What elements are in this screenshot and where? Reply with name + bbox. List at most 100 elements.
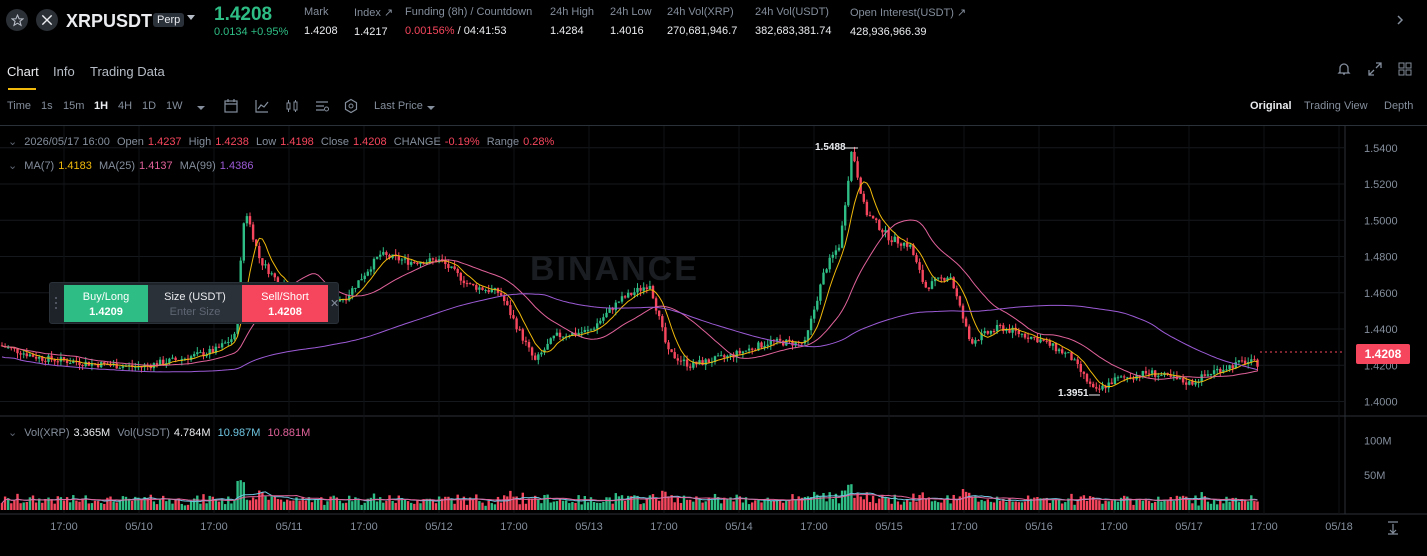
volume-bar xyxy=(788,500,791,510)
layout-grid-icon[interactable] xyxy=(1397,61,1413,77)
volume-bar xyxy=(754,500,757,510)
volume-bar xyxy=(199,503,202,510)
candle-body xyxy=(726,355,729,358)
candle-body xyxy=(828,257,831,270)
interval-1w[interactable]: 1W xyxy=(166,100,183,112)
volume-bar xyxy=(323,504,326,510)
volume-bar xyxy=(146,498,149,510)
interval-4h[interactable]: 4H xyxy=(118,100,133,112)
interval-1s[interactable]: 1s xyxy=(41,100,53,112)
calendar-icon[interactable] xyxy=(223,98,239,114)
candle-body xyxy=(1033,336,1036,338)
volume-bar xyxy=(320,497,323,510)
active-tab-indicator xyxy=(8,88,36,90)
price-type-dropdown-icon[interactable] xyxy=(426,101,442,117)
volume-bar xyxy=(1135,499,1138,510)
candle-body xyxy=(1222,369,1225,373)
volume-bar xyxy=(630,496,633,510)
tab-chart[interactable]: Chart xyxy=(7,64,39,79)
candle-body xyxy=(661,316,664,328)
view-original[interactable]: Original xyxy=(1250,100,1292,112)
price-tick-label: 1.5000 xyxy=(1364,215,1398,227)
volume-bar xyxy=(813,491,816,510)
volume-bar xyxy=(555,501,559,510)
expand-icon[interactable] xyxy=(1367,61,1383,77)
price-change: 0.0134 +0.95% xyxy=(214,26,289,38)
volume-bar xyxy=(506,496,509,510)
volume-bar xyxy=(605,497,608,510)
close-icon[interactable]: ✕ xyxy=(330,298,340,310)
interval-1h[interactable]: 1H xyxy=(94,100,109,112)
stat-open-interest[interactable]: Open Interest(USDT) ↗ 428,936,966.39 xyxy=(850,7,967,38)
scroll-right-icon[interactable] xyxy=(1392,12,1408,28)
candle-body xyxy=(930,281,934,289)
volume-bar xyxy=(382,502,385,510)
volume-bar xyxy=(1191,503,1194,510)
candle-body xyxy=(72,360,75,363)
volume-bar xyxy=(59,497,63,510)
tab-trading-data[interactable]: Trading Data xyxy=(90,64,165,79)
candle-body xyxy=(1085,373,1089,382)
indicator-icon[interactable] xyxy=(254,98,270,114)
volume-bar xyxy=(940,502,943,510)
volume-bar xyxy=(205,503,208,510)
candle-body xyxy=(596,323,599,329)
candle-body xyxy=(366,271,369,276)
candle-body xyxy=(1203,374,1206,376)
volume-bar xyxy=(667,496,670,510)
candle-body xyxy=(692,361,695,368)
symbol-name[interactable]: XRPUSDT xyxy=(66,11,153,31)
volume-bar xyxy=(530,498,534,510)
candle-body xyxy=(481,287,484,291)
volume-bar xyxy=(837,503,841,510)
candle-body xyxy=(955,288,958,297)
candle-body xyxy=(698,360,701,365)
volume-bar xyxy=(568,503,571,510)
candle-body xyxy=(887,229,890,241)
candle-body xyxy=(893,236,896,243)
volume-bar xyxy=(620,495,624,510)
volume-bar xyxy=(1209,503,1213,510)
volume-bar xyxy=(1228,501,1231,510)
candle-body xyxy=(25,353,28,357)
settings-list-icon[interactable] xyxy=(314,98,330,114)
volume-bar xyxy=(468,497,472,510)
volume-bar xyxy=(1005,501,1008,510)
candle-body xyxy=(134,366,137,368)
candle-body xyxy=(738,350,741,354)
candle-type-icon[interactable] xyxy=(284,98,300,114)
stat-24h-vol-xrp: 24h Vol(XRP) 270,681,946.7 xyxy=(667,6,738,37)
bell-icon[interactable] xyxy=(1336,61,1352,77)
more-intervals-icon[interactable] xyxy=(196,101,212,117)
volume-bar xyxy=(695,496,698,510)
buy-long-button[interactable]: Buy/Long 1.4209 xyxy=(64,285,148,322)
interval-15m[interactable]: 15m xyxy=(63,100,85,112)
hexagon-settings-icon[interactable] xyxy=(343,98,359,114)
candle-body xyxy=(537,354,540,360)
candle-body xyxy=(196,352,199,355)
price-type-select[interactable]: Last Price xyxy=(374,100,423,112)
candle-body xyxy=(794,341,797,346)
volume-bar xyxy=(162,495,165,510)
volume-bar xyxy=(385,500,388,510)
volume-bar xyxy=(509,490,512,510)
favorite-star-icon[interactable] xyxy=(6,9,28,31)
volume-bar xyxy=(927,497,931,510)
size-input[interactable]: Size (USDT) Enter Size xyxy=(148,285,242,322)
volume-bar xyxy=(875,503,878,510)
candle-body xyxy=(915,255,918,263)
scroll-to-latest-icon[interactable] xyxy=(1385,520,1401,536)
volume-bar xyxy=(1014,501,1017,510)
volume-bar xyxy=(1141,500,1144,510)
tab-info[interactable]: Info xyxy=(53,64,75,79)
volume-bar xyxy=(602,501,605,510)
view-trading-view[interactable]: Trading View xyxy=(1304,100,1368,112)
stat-index[interactable]: Index ↗ 1.4217 xyxy=(354,7,394,38)
view-depth[interactable]: Depth xyxy=(1384,100,1414,112)
sell-short-button[interactable]: Sell/Short 1.4208 xyxy=(242,285,328,322)
drag-handle-icon[interactable] xyxy=(54,295,58,311)
symbol-dropdown-icon[interactable] xyxy=(187,15,195,20)
candlestick-chart[interactable]: 1.5400 1.5200 1.5000 1.4800 1.4600 1.4400 1.42… xyxy=(0,126,1427,556)
interval-1d[interactable]: 1D xyxy=(142,100,157,112)
candle-body xyxy=(344,299,348,301)
